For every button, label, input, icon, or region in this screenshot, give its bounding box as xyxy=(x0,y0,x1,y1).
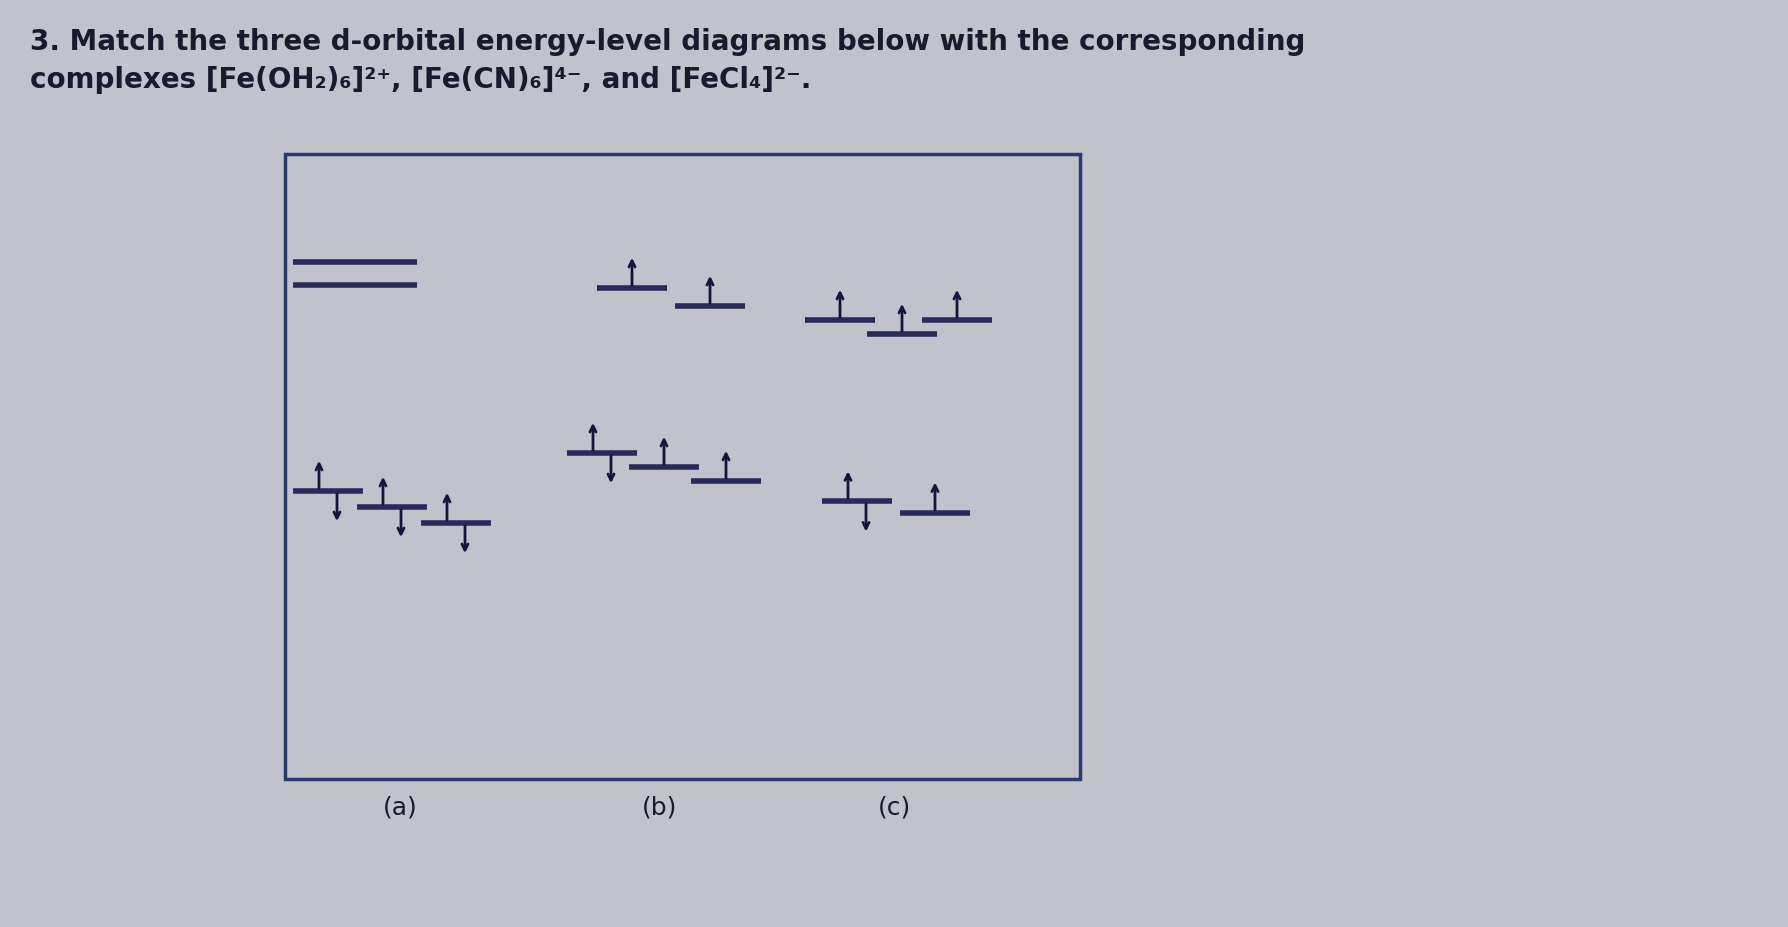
Bar xyxy=(284,155,1080,780)
Text: (c): (c) xyxy=(878,795,912,819)
Text: (a): (a) xyxy=(383,795,417,819)
Text: (b): (b) xyxy=(642,795,678,819)
Text: complexes [Fe(OH₂)₆]²⁺, [Fe(CN)₆]⁴⁻, and [FeCl₄]²⁻.: complexes [Fe(OH₂)₆]²⁺, [Fe(CN)₆]⁴⁻, and… xyxy=(30,66,812,94)
Text: 3. Match the three d-orbital energy-level diagrams below with the corresponding: 3. Match the three d-orbital energy-leve… xyxy=(30,28,1305,56)
